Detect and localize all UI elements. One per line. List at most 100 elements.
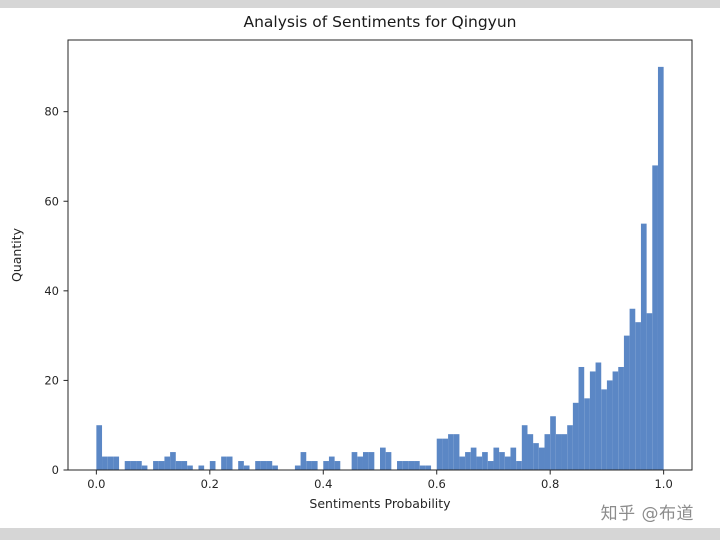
x-tick-label: 0.8 xyxy=(541,477,559,491)
histogram-bar xyxy=(187,465,193,470)
histogram-bar xyxy=(476,456,483,470)
histogram-bar xyxy=(516,461,522,470)
x-axis-label: Sentiments Probability xyxy=(309,496,451,511)
histogram-bar xyxy=(652,165,658,470)
histogram-bar xyxy=(448,434,454,470)
histogram-bar xyxy=(362,452,369,470)
histogram-bar xyxy=(357,456,363,470)
histogram-bar xyxy=(368,452,375,470)
histogram-bar xyxy=(272,465,278,470)
histogram-bar xyxy=(561,434,568,470)
histogram-bar xyxy=(589,371,596,470)
histogram-bar xyxy=(198,465,205,470)
histogram-bar xyxy=(493,447,500,470)
histogram-bar xyxy=(629,308,636,470)
histogram-bar xyxy=(238,461,244,470)
histogram-bar xyxy=(657,66,664,470)
histogram-bar xyxy=(266,461,273,470)
histogram-bar xyxy=(533,443,539,470)
histogram-bar xyxy=(504,456,511,470)
histogram-bar xyxy=(306,461,312,470)
histogram-bar xyxy=(459,456,466,470)
histogram-bar xyxy=(334,461,341,470)
histogram-bar xyxy=(294,465,301,470)
histogram-bar xyxy=(300,452,307,470)
histogram-bar xyxy=(130,461,137,470)
y-axis-label: Quantity xyxy=(9,227,24,282)
histogram-bar xyxy=(96,425,103,470)
histogram-bar xyxy=(243,465,250,470)
histogram-bar xyxy=(107,456,114,470)
histogram-bar xyxy=(635,322,641,470)
histogram-bar xyxy=(487,461,494,470)
histogram-bar xyxy=(623,335,630,470)
x-tick-label: 0.0 xyxy=(87,477,105,491)
histogram-bar xyxy=(640,223,647,470)
histogram-bar xyxy=(175,461,182,470)
histogram-bar xyxy=(425,465,432,470)
histogram-bar xyxy=(181,461,188,470)
chart-title: Analysis of Sentiments for Qingyun xyxy=(243,13,516,31)
x-tick-label: 0.4 xyxy=(314,477,332,491)
histogram-bar xyxy=(397,461,403,470)
histogram-bar xyxy=(527,434,534,470)
histogram-bar xyxy=(136,461,142,470)
histogram-bar xyxy=(612,371,619,470)
histogram-bar xyxy=(260,461,267,470)
histogram-bar xyxy=(510,447,517,470)
histogram-bar xyxy=(544,434,551,470)
chart-svg: 0.0 0.2 0.4 0.6 0.8 1.0 0 20 40 60 80 Analysis of … xyxy=(9,13,693,511)
watermark: 知乎 @布道 xyxy=(601,499,694,524)
histogram-bar xyxy=(141,465,148,470)
histogram-bar xyxy=(606,380,613,470)
histogram-bar xyxy=(402,461,409,470)
histogram-bar xyxy=(323,461,329,470)
histogram-bar xyxy=(226,456,233,470)
histogram-bar xyxy=(419,465,426,470)
histogram-bar xyxy=(521,425,528,470)
y-tick-label: 80 xyxy=(44,105,59,119)
histogram-bar xyxy=(595,362,602,470)
histogram-bars xyxy=(96,66,664,470)
histogram-bar xyxy=(221,456,227,470)
histogram-bar xyxy=(158,461,165,470)
histogram-bar xyxy=(380,447,386,470)
histogram-bar xyxy=(538,447,545,470)
histogram-bar xyxy=(453,434,460,470)
axes-frame xyxy=(67,39,693,471)
histogram-bar xyxy=(499,452,505,470)
histogram-bar xyxy=(164,456,171,470)
histogram-bar xyxy=(555,434,562,470)
histogram-bar xyxy=(618,366,624,470)
histogram-bar xyxy=(408,461,415,470)
axis-ticks: 0.0 0.2 0.4 0.6 0.8 1.0 0 20 40 60 80 xyxy=(44,105,672,491)
histogram-bar xyxy=(209,461,216,470)
y-tick-label: 40 xyxy=(44,284,59,298)
histogram-bar xyxy=(567,425,573,470)
histogram-bar xyxy=(436,438,443,470)
y-tick-label: 20 xyxy=(44,373,59,387)
histogram-bar xyxy=(328,456,335,470)
histogram-bar xyxy=(255,461,261,470)
histogram-bar xyxy=(414,461,420,470)
watermark-text: 知乎 @布道 xyxy=(600,504,694,524)
y-tick-label: 60 xyxy=(44,194,59,208)
x-tick-label: 0.6 xyxy=(428,477,446,491)
histogram-bar xyxy=(124,461,131,470)
histogram-bar xyxy=(550,416,556,470)
x-tick-label: 1.0 xyxy=(654,477,672,491)
histogram-bar xyxy=(572,402,579,470)
bottom-border-strip xyxy=(0,528,720,540)
histogram-bar xyxy=(153,461,159,470)
histogram-bar xyxy=(385,452,392,470)
histogram-bar xyxy=(311,461,318,470)
y-tick-label: 0 xyxy=(52,463,59,477)
top-border-strip xyxy=(0,0,720,8)
histogram-bar xyxy=(646,313,653,470)
histogram-bar xyxy=(102,456,108,470)
histogram-bar xyxy=(601,389,607,470)
histogram-bar xyxy=(442,438,449,470)
histogram-bar xyxy=(578,366,585,470)
histogram-bar xyxy=(465,452,471,470)
